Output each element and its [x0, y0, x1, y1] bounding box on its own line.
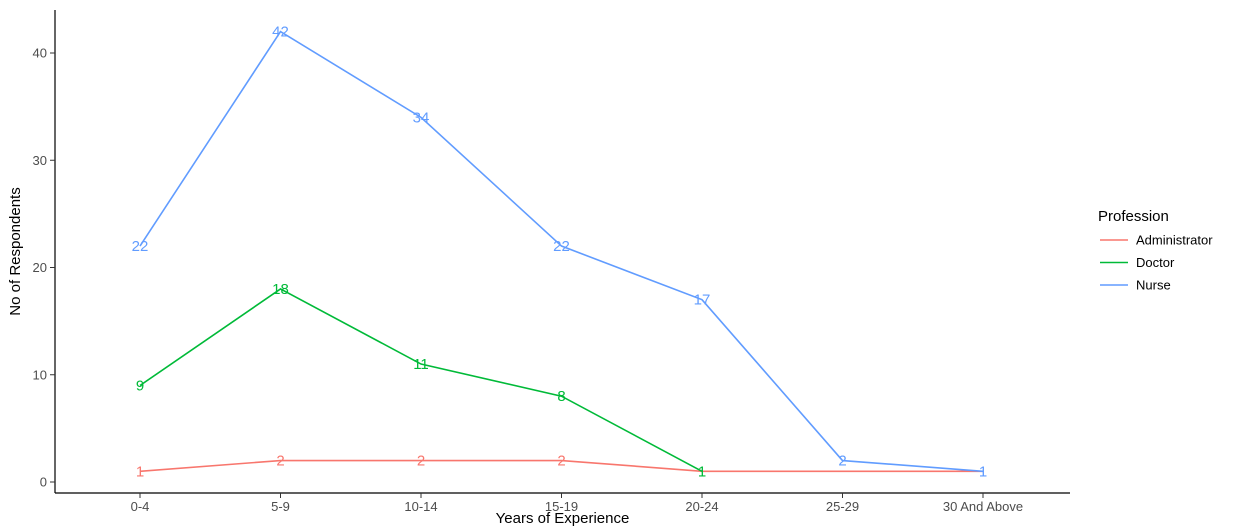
data-label-nurse: 1	[979, 463, 987, 480]
y-tick-label: 20	[33, 260, 47, 275]
data-label-nurse: 17	[694, 292, 711, 309]
x-tick-label: 25-29	[826, 499, 859, 514]
y-tick-label: 30	[33, 153, 47, 168]
series-line-doctor	[139, 288, 703, 472]
y-tick-label: 10	[33, 367, 47, 382]
series-line-administrator	[139, 459, 983, 473]
x-tick-label: 30 And Above	[943, 499, 1023, 514]
x-axis-title: Years of Experience	[496, 510, 630, 527]
legend-label-administrator: Administrator	[1136, 233, 1213, 248]
data-label-doctor: 18	[272, 281, 289, 298]
data-label-doctor: 8	[557, 388, 565, 405]
x-tick-label: 0-4	[131, 499, 150, 514]
data-label-nurse: 22	[553, 238, 570, 255]
data-label-doctor: 1	[698, 463, 706, 480]
y-axis-title: No of Respondents	[7, 187, 24, 315]
y-tick-label: 0	[40, 475, 47, 490]
data-label-nurse: 42	[272, 24, 289, 41]
data-label-doctor: 11	[413, 356, 429, 373]
data-label-administrator: 2	[557, 453, 565, 470]
x-tick-label: 20-24	[685, 499, 718, 514]
x-tick-label: 5-9	[271, 499, 290, 514]
x-tick-label: 10-14	[404, 499, 437, 514]
legend-title: Profession	[1098, 208, 1169, 225]
data-label-doctor: 9	[136, 377, 144, 394]
axes: 0 10 20 30 40 0-4 5-9 10-14 15-19 20-24 25-29 30 An…	[33, 10, 1070, 514]
data-label-nurse: 34	[413, 109, 430, 126]
data-label-administrator: 2	[417, 453, 425, 470]
data-label-administrator: 2	[276, 453, 284, 470]
legend-label-doctor: Doctor	[1136, 255, 1175, 270]
data-label-nurse: 2	[838, 453, 846, 470]
x-tick-label: 15-19	[545, 499, 578, 514]
y-tick-label: 40	[33, 46, 47, 61]
legend: Profession Administrator Doctor Nurse	[1098, 208, 1213, 293]
legend-label-nurse: Nurse	[1136, 278, 1171, 293]
series-line-nurse	[139, 30, 984, 473]
data-label-administrator: 1	[136, 463, 144, 480]
data-label-nurse: 22	[132, 238, 149, 255]
